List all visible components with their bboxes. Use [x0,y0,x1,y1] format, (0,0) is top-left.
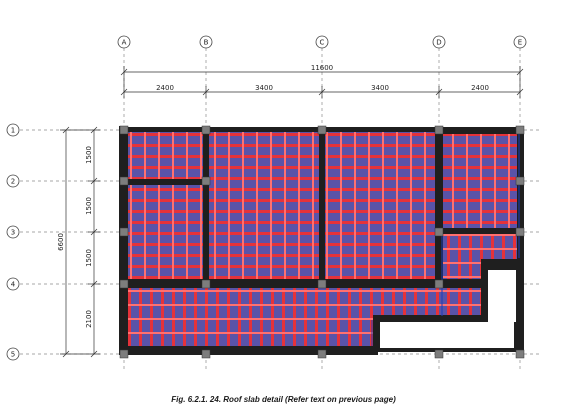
slab-outline-right-lower [516,262,524,355]
slab-panel-d3e4 [443,234,517,259]
bubble-c [315,35,329,49]
bubble-2-label: 2 [11,178,15,186]
bubble-b-label: B [204,39,209,47]
slab-panel-a4c5 [128,288,373,346]
bubble-5-label: 5 [11,351,15,359]
bubble-a [117,35,131,49]
column-b2 [201,176,211,186]
column-a4 [119,279,129,289]
column-d3 [434,227,444,237]
column-bubbles [117,35,527,49]
column-e1 [515,125,525,135]
bubble-2 [6,174,20,188]
column-b4 [201,279,211,289]
dim-overall-y: 6600 [57,233,65,251]
bubble-b [199,35,213,49]
beam-d-vertical [436,128,443,231]
bubble-d-label: D [436,39,441,47]
dimension-chain-y [60,126,100,358]
bubble-1-label: 1 [11,127,15,135]
bubble-3 [6,225,20,239]
column-d4 [434,279,444,289]
column-e2 [515,176,525,186]
beam-step-vertical [481,259,486,319]
bubble-c-label: C [320,39,325,47]
row-bubbles [6,123,20,361]
slab-opening [380,322,514,348]
internal-beams [124,128,522,320]
bubble-4 [6,277,20,291]
figure-caption: Fig. 6.2.1. 24. Roof slab detail (Refer … [171,395,396,404]
slab-panel-c4d5 [373,288,443,315]
bubble-1 [6,123,20,137]
bubble-3-label: 3 [11,229,15,237]
slab-panel-b1c4 [209,132,319,279]
column-e5 [515,349,525,359]
dim-span-23: 1500 [85,197,93,215]
slab-panel-a1b2 [128,132,203,179]
column-a3 [119,227,129,237]
column-c1 [317,125,327,135]
bubble-5 [6,347,20,361]
beam-step-horizontal [376,315,484,320]
beam-b-vertical [203,128,209,281]
dim-span-12: 1500 [85,146,93,164]
column-a5 [119,349,129,359]
slab-outline-bottom [120,347,378,355]
dim-span-ab: 2400 [156,84,174,92]
bubble-e [513,35,527,49]
slab-panels [128,132,517,346]
dim-span-bc: 3400 [255,84,273,92]
column-c4 [317,279,327,289]
beam-c-vertical [319,128,325,281]
slab-panel-c1d4 [325,132,435,279]
slab-panel-d1e3 [443,134,517,228]
column-a1 [119,125,129,135]
roof-slab-drawing: A B C D E 1 2 3 4 5 11600 240 [6,35,540,372]
slab-opening-upper [488,270,516,322]
edge-lines [371,134,520,346]
bubble-e-label: E [518,39,522,47]
bubble-a-label: A [122,39,127,47]
column-c5 [317,349,327,359]
column-a2 [119,176,129,186]
column-b1 [201,125,211,135]
beam-d3-horizontal [436,228,522,234]
bubble-4-label: 4 [11,281,16,289]
beam-2-left [124,179,206,185]
dim-span-45: 2100 [85,310,93,328]
column-b5 [201,349,211,359]
slab-outline-left [119,126,127,355]
beam-4-horizontal [124,279,484,288]
dim-overall-x: 11600 [311,64,333,72]
column-d5 [434,349,444,359]
beam-d3-left [436,228,443,284]
column-e3 [515,227,525,237]
dim-span-cd: 3400 [371,84,389,92]
column-d1 [434,125,444,135]
dim-span-de: 2400 [471,84,489,92]
dim-span-34: 1500 [85,249,93,267]
dimension-chain-x [120,66,524,98]
slab-panel-a2b4 [128,185,203,279]
bubble-d [432,35,446,49]
column-markers [119,125,525,359]
